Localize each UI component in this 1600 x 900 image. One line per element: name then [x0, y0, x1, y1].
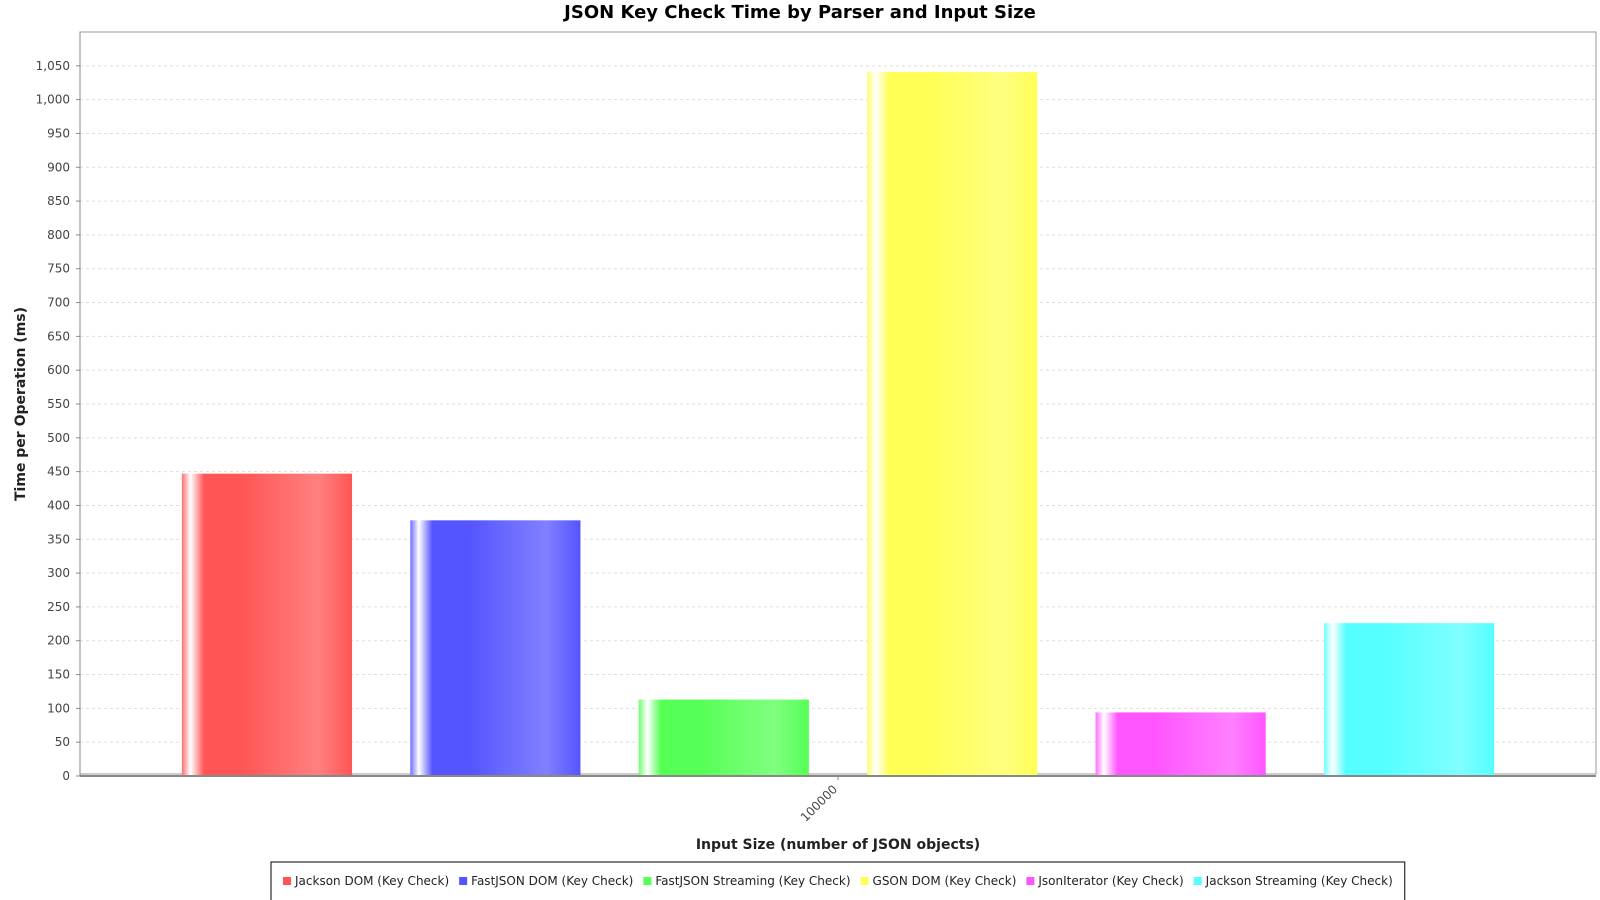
y-tick-label: 800 — [47, 228, 70, 242]
legend-label: FastJSON DOM (Key Check) — [471, 874, 633, 888]
y-tick-label: 400 — [47, 498, 70, 512]
y-tick-label: 550 — [47, 397, 70, 411]
y-tick-label: 500 — [47, 431, 70, 445]
legend-item: Jackson DOM (Key Check) — [283, 874, 449, 888]
legend-swatch — [1193, 877, 1202, 885]
y-tick-label: 1,000 — [36, 93, 70, 107]
y-tick-label: 150 — [47, 668, 70, 682]
legend-swatch — [459, 877, 468, 885]
y-tick-label: 900 — [47, 160, 70, 174]
y-tick-label: 450 — [47, 465, 70, 479]
legend-label: JsonIterator (Key Check) — [1037, 874, 1183, 888]
legend-swatch — [1026, 877, 1035, 885]
legend-item: JsonIterator (Key Check) — [1026, 874, 1184, 888]
y-tick-label: 250 — [47, 600, 70, 614]
y-tick-label: 650 — [47, 329, 70, 343]
y-tick-label: 0 — [62, 769, 70, 783]
y-tick-label: 950 — [47, 126, 70, 140]
x-tick-label: 100000 — [798, 782, 840, 824]
bar-jackson-streaming-key-check — [1323, 623, 1495, 776]
legend-item: GSON DOM (Key Check) — [860, 874, 1017, 888]
bar-fastjson-dom-key-check — [410, 520, 581, 776]
y-tick-label: 850 — [47, 194, 70, 208]
y-tick-label: 750 — [47, 262, 70, 276]
legend-swatch — [643, 877, 652, 885]
y-tick-label: 50 — [55, 735, 70, 749]
legend-label: Jackson DOM (Key Check) — [294, 874, 449, 888]
legend-item: FastJSON DOM (Key Check) — [459, 874, 633, 888]
y-tick-label: 100 — [47, 701, 70, 715]
bar-fastjson-streaming-key-check — [638, 699, 809, 776]
legend-item: FastJSON Streaming (Key Check) — [643, 874, 851, 888]
bar-gson-dom-key-check — [867, 71, 1038, 776]
legend-label: Jackson Streaming (Key Check) — [1205, 874, 1393, 888]
chart-title: JSON Key Check Time by Parser and Input … — [562, 2, 1036, 23]
x-axis-title: Input Size (number of JSON objects) — [696, 837, 980, 853]
legend-item: Jackson Streaming (Key Check) — [1193, 874, 1393, 888]
y-tick-label: 350 — [47, 532, 70, 546]
y-tick-label: 600 — [47, 363, 70, 377]
legend: Jackson DOM (Key Check) FastJSON DOM (Key… — [270, 861, 1406, 900]
y-axis-title: Time per Operation (ms) — [13, 307, 29, 501]
bar-jsoniterator-key-check — [1095, 712, 1266, 776]
legend-swatch — [860, 877, 869, 885]
bar-jackson-dom-key-check — [181, 473, 353, 776]
y-tick-label: 300 — [47, 566, 70, 580]
y-axis: 0 50 100 150 200 250 300 350 400 450 500 550 600 650 7… — [36, 32, 81, 783]
y-tick-label: 1,050 — [36, 59, 70, 73]
bars — [181, 71, 1495, 776]
x-axis: 100000 — [798, 776, 840, 825]
legend-swatch — [283, 877, 291, 885]
y-tick-label: 200 — [47, 634, 70, 648]
legend-label: GSON DOM (Key Check) — [873, 874, 1017, 888]
y-tick-label: 700 — [47, 296, 70, 310]
legend-label: FastJSON Streaming (Key Check) — [655, 874, 850, 888]
